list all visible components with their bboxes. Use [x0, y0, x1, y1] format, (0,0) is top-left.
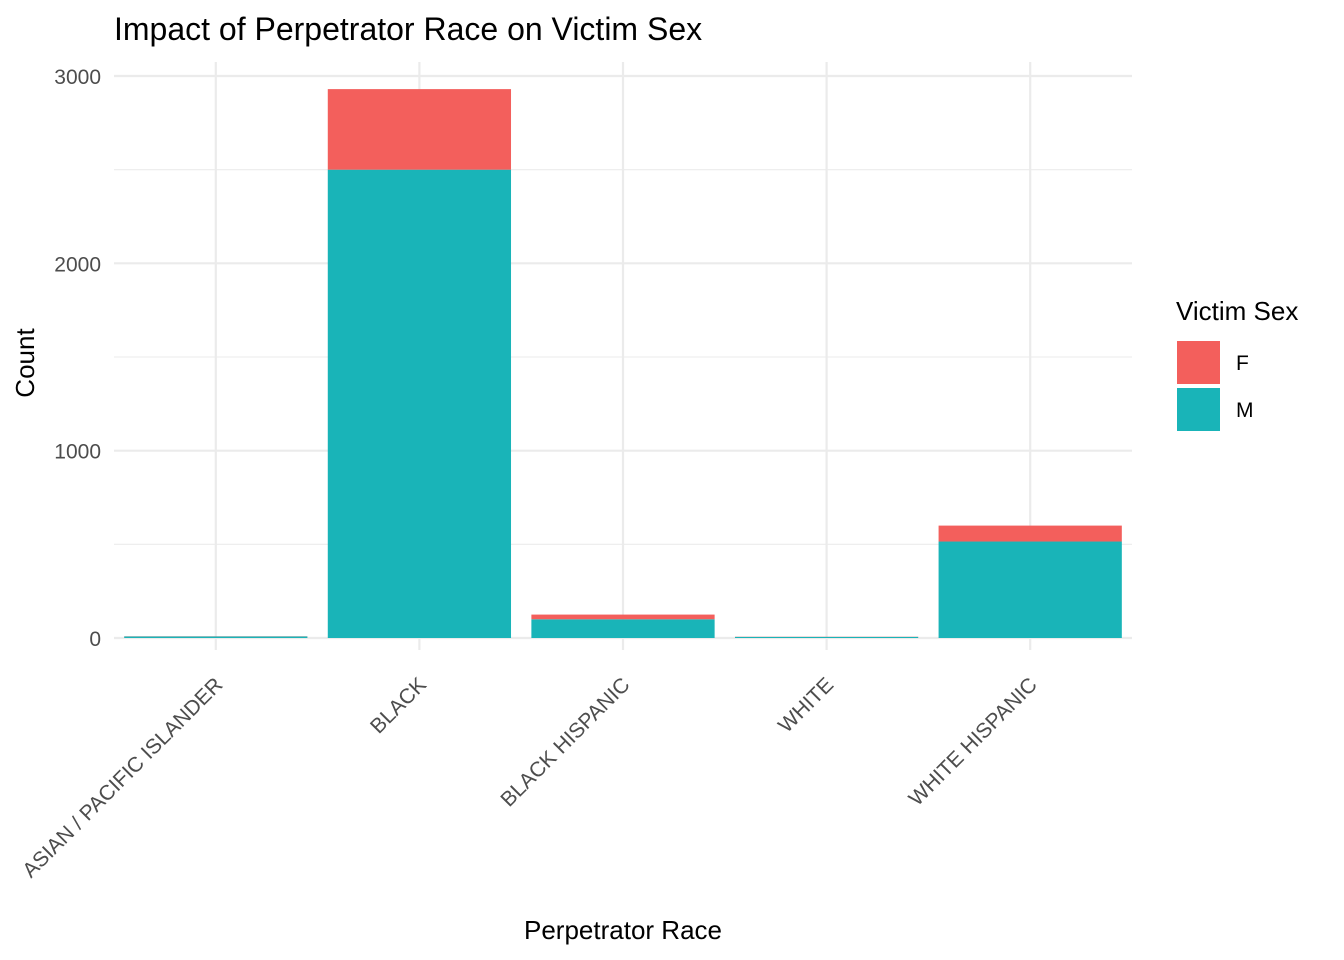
y-tick-labels: 0 1000 2000 3000 [54, 66, 101, 651]
bar-m-black-hispanic [531, 619, 715, 638]
x-tick-label: WHITE [774, 673, 838, 737]
y-tick-label: 1000 [54, 441, 101, 464]
bar-f-white-hispanic [938, 525, 1122, 542]
legend-key-f [1177, 341, 1220, 384]
bar-m-white-hispanic [938, 541, 1122, 638]
y-tick-label: 2000 [54, 253, 101, 276]
bar-f-black [327, 89, 512, 170]
y-tick-label: 0 [89, 628, 101, 651]
bar-m-asian-pacific-islander [124, 636, 308, 638]
y-tick-label: 3000 [54, 66, 101, 89]
bar-m-black [327, 169, 512, 638]
legend-entries: FM [1177, 341, 1254, 431]
legend-label-m: M [1236, 399, 1254, 422]
legend-key-m [1177, 388, 1220, 431]
legend: Victim Sex FM [1176, 296, 1298, 431]
x-tick-labels: ASIAN / PACIFIC ISLANDER BLACK BLACK HISPA… [18, 673, 1041, 882]
x-tick-label: BLACK HISPANIC [496, 673, 634, 811]
x-tick-label: BLACK [366, 673, 431, 738]
x-tick-label: WHITE HISPANIC [904, 673, 1041, 810]
x-tick-label: ASIAN / PACIFIC ISLANDER [18, 673, 227, 882]
x-axis-title: Perpetrator Race [524, 915, 722, 945]
legend-title: Victim Sex [1176, 296, 1298, 326]
y-axis-title: Count [10, 328, 40, 398]
bar-f-black-hispanic [531, 614, 715, 620]
chart-title: Impact of Perpetrator Race on Victim Sex [114, 11, 702, 47]
bars-layer [124, 89, 1122, 638]
legend-label-f: F [1236, 352, 1249, 375]
bar-m-white [734, 636, 919, 638]
